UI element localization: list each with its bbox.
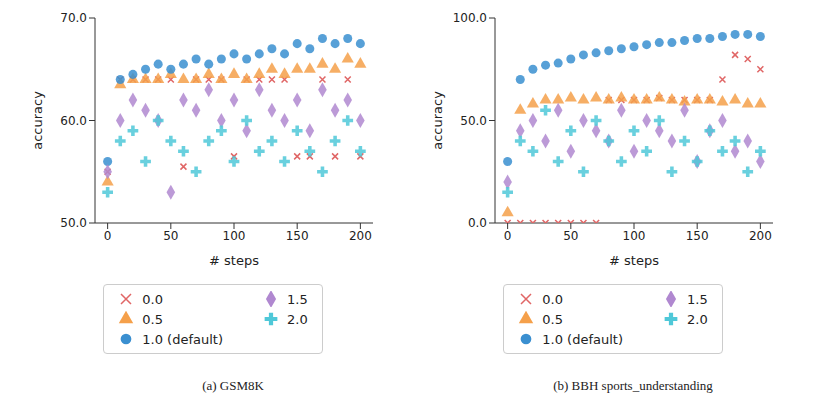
svg-text:accuracy: accuracy — [30, 91, 45, 150]
html-text:0.5: 0.5 — [142, 311, 163, 327]
html-text:1.5: 1.5 — [687, 291, 708, 307]
html-text:1.0 (default): 1.0 (default) — [542, 331, 623, 347]
svg-text:200: 200 — [349, 229, 372, 243]
svg-text:100: 100 — [623, 229, 646, 243]
html-text:1.0 (default): 1.0 (default) — [142, 331, 223, 347]
svg-text:0: 0 — [504, 229, 512, 243]
svg-text:150: 150 — [686, 229, 709, 243]
html-text:0.0: 0.0 — [542, 291, 563, 307]
html-text:(b) BBH sports_understanding: (b) BBH sports_understanding — [553, 378, 713, 393]
svg-text:70.0: 70.0 — [60, 11, 87, 25]
svg-text:150: 150 — [286, 229, 309, 243]
html-text:0.5: 0.5 — [542, 311, 563, 327]
svg-text:200: 200 — [749, 229, 772, 243]
svg-text:50.0: 50.0 — [60, 216, 87, 230]
svg-text:# steps: # steps — [609, 253, 659, 268]
html-text:(a) GSM8K: (a) GSM8K — [202, 378, 264, 393]
svg-text:60.0: 60.0 — [60, 114, 87, 128]
svg-text:100: 100 — [223, 229, 246, 243]
svg-text:50: 50 — [563, 229, 578, 243]
html-text:2.0: 2.0 — [287, 311, 308, 327]
html-text:0.0: 0.0 — [142, 291, 163, 307]
svg-text:accuracy: accuracy — [430, 91, 445, 150]
svg-text:0.0: 0.0 — [468, 216, 487, 230]
svg-text:# steps: # steps — [209, 253, 259, 268]
html-text:1.5: 1.5 — [287, 291, 308, 307]
html-text:2.0: 2.0 — [687, 311, 708, 327]
svg-text:0: 0 — [104, 229, 112, 243]
svg-text:50.0: 50.0 — [460, 114, 487, 128]
svg-text:100.0: 100.0 — [453, 11, 487, 25]
svg-text:50: 50 — [163, 229, 178, 243]
